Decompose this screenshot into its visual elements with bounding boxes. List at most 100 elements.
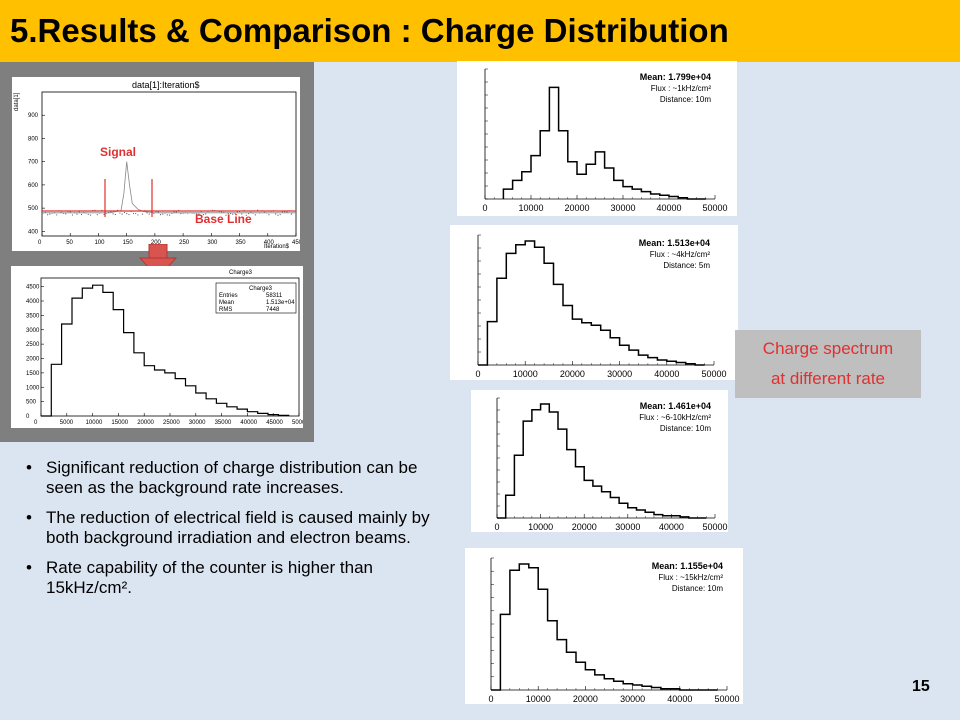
waveform-point: [65, 213, 67, 215]
waveform-point: [277, 214, 279, 216]
stats-value: 58311: [266, 293, 283, 299]
charge-xtick-label: 0: [34, 420, 38, 426]
charge-xtick-label: 15000: [111, 420, 128, 426]
waveform-point: [80, 213, 83, 216]
spectrum-3: 0 10000 20000 30000 40000 50000 Mean: 1.461e+0…: [471, 390, 728, 532]
charge-ytick-label: 4500: [26, 285, 40, 291]
charge-xtick-label: 35000: [215, 420, 232, 426]
waveform-point: [175, 211, 177, 213]
waveform-point: [135, 212, 137, 215]
waveform-svg: data[1]:Iteration$ data[1] Iteration$ 40…: [14, 80, 300, 250]
waveform-ytick-label: 600: [28, 183, 39, 189]
waveform-point: [119, 212, 121, 214]
waveform-point: [103, 213, 105, 215]
spectrum-xtick-label: 30000: [615, 522, 640, 532]
spectrum-hist-trace: [478, 240, 705, 366]
charge-xtick-label: 30000: [189, 420, 206, 426]
waveform-point: [87, 213, 89, 216]
charge-histogram: Charge3 0 500 1000 1500 2000 2500 3000 3500 4000…: [11, 266, 303, 428]
waveform-point: [132, 212, 135, 215]
waveform-xtick-label: 200: [151, 240, 162, 246]
spectrum-flux: Flux : ~15kHz/cm²: [658, 573, 723, 582]
waveform-point: [268, 214, 270, 216]
charge-histogram-svg: Charge3 0 500 1000 1500 2000 2500 3000 3500 4000…: [26, 270, 303, 426]
waveform-title: data[1]:Iteration$: [132, 80, 200, 90]
stats-value: 1.513e+04: [266, 300, 295, 306]
spectrum-distance: Distance: 10m: [660, 95, 711, 104]
spectrum-hist-trace: [491, 563, 718, 691]
title-bar: [0, 0, 960, 62]
charge-ytick-label: 1000: [26, 385, 40, 391]
waveform-trace: [42, 161, 296, 214]
stats-box: [215, 282, 297, 314]
waveform-point: [146, 212, 148, 214]
waveform-point: [279, 213, 281, 216]
waveform-point: [47, 214, 49, 216]
bullet-text: Significant reduction of charge distribu…: [46, 458, 418, 497]
spectrum-xtick-label: 20000: [573, 694, 598, 704]
spectrum-distance: Distance: 10m: [660, 424, 711, 433]
slide-title: 5.Results & Comparison : Charge Distribu…: [10, 12, 729, 49]
charge-ytick-label: 0: [26, 414, 30, 420]
waveform-point: [241, 213, 243, 215]
charge-xtick-label: 10000: [86, 420, 103, 426]
waveform-point: [112, 213, 114, 215]
waveform-point: [121, 213, 123, 215]
waveform-point: [56, 214, 58, 216]
waveform-plot: data[1]:Iteration$ data[1] Iteration$ 40…: [12, 77, 300, 251]
bullet-item: • Rate capability of the counter is highe…: [26, 558, 373, 597]
stats-key: Entries: [219, 293, 238, 299]
page-number: 15: [912, 678, 930, 695]
callout-line-1: Charge spectrum: [762, 339, 894, 358]
charge-ytick-label: 3000: [26, 328, 40, 334]
spectrum-3-svg: 0 10000 20000 30000 40000 50000 Mean: 1.461e+0…: [495, 397, 728, 532]
waveform-point: [114, 213, 116, 216]
callout-box: Charge spectrum at different rate: [735, 330, 921, 398]
spectrum-4-svg: 0 10000 20000 30000 40000 50000 Mean: 1.155e+0…: [489, 557, 740, 704]
spectrum-flux: Flux : ~1kHz/cm²: [651, 84, 712, 93]
waveform-point: [96, 214, 98, 216]
spectrum-xtick-label: 50000: [703, 522, 728, 532]
waveform-point: [245, 214, 247, 216]
spectrum-xtick-label: 30000: [611, 203, 636, 213]
charge-xtick-label: 20000: [137, 420, 154, 426]
waveform-point: [180, 213, 182, 215]
stats-key: Mean: [219, 300, 234, 306]
charge-ytick-label: 4000: [26, 299, 40, 305]
spectrum-xtick-label: 10000: [526, 694, 551, 704]
waveform-xtick-label: 150: [123, 240, 134, 246]
waveform-ytick-label: 400: [28, 229, 39, 235]
charge-xtick-label: 25000: [163, 420, 180, 426]
waveform-xtick-label: 450: [292, 240, 300, 246]
charge-xtick-label: 45000: [266, 420, 283, 426]
charge-xtick-label: 40000: [240, 420, 257, 426]
spectrum-distance: Distance: 10m: [672, 584, 723, 593]
waveform-point: [225, 214, 227, 216]
baseline-label: Base Line: [195, 212, 252, 226]
spectrum-xtick-label: 40000: [657, 203, 682, 213]
waveform-point: [157, 211, 159, 213]
waveform-point: [202, 214, 205, 216]
spectrum-xtick-label: 30000: [620, 694, 645, 704]
bullet-item: • The reduction of electrical field is c…: [26, 508, 430, 547]
waveform-point: [205, 213, 207, 215]
waveform-xlabel: Iteration$: [264, 244, 290, 250]
waveform-point: [123, 211, 126, 214]
waveform-ytick-label: 800: [28, 136, 39, 142]
stats-key: RMS: [219, 307, 232, 313]
waveform-ytick-label: 700: [28, 160, 39, 166]
stats-title: Charge3: [249, 286, 273, 292]
spectrum-xtick-label: 0: [483, 203, 488, 213]
spectrum-xtick-label: 20000: [572, 522, 597, 532]
charge-ytick-label: 1500: [26, 371, 40, 377]
spectrum-hist-trace: [502, 86, 706, 200]
spectrum-xtick-label: 40000: [654, 369, 679, 379]
stats-value: 7448: [266, 307, 280, 313]
waveform-xtick-label: 100: [94, 240, 105, 246]
waveform-point: [166, 214, 168, 216]
spectrum-1-svg: 0 10000 20000 30000 40000 50000 Mean: 1.799e+0…: [483, 68, 728, 213]
spectrum-2-svg: 0 10000 20000 30000 40000 50000 Mean: 1.513e+0…: [476, 234, 727, 379]
spectrum-mean: Mean: 1.155e+04: [652, 561, 723, 571]
waveform-ytick-label: 500: [28, 206, 39, 212]
charge-hist-trace: [41, 284, 290, 417]
